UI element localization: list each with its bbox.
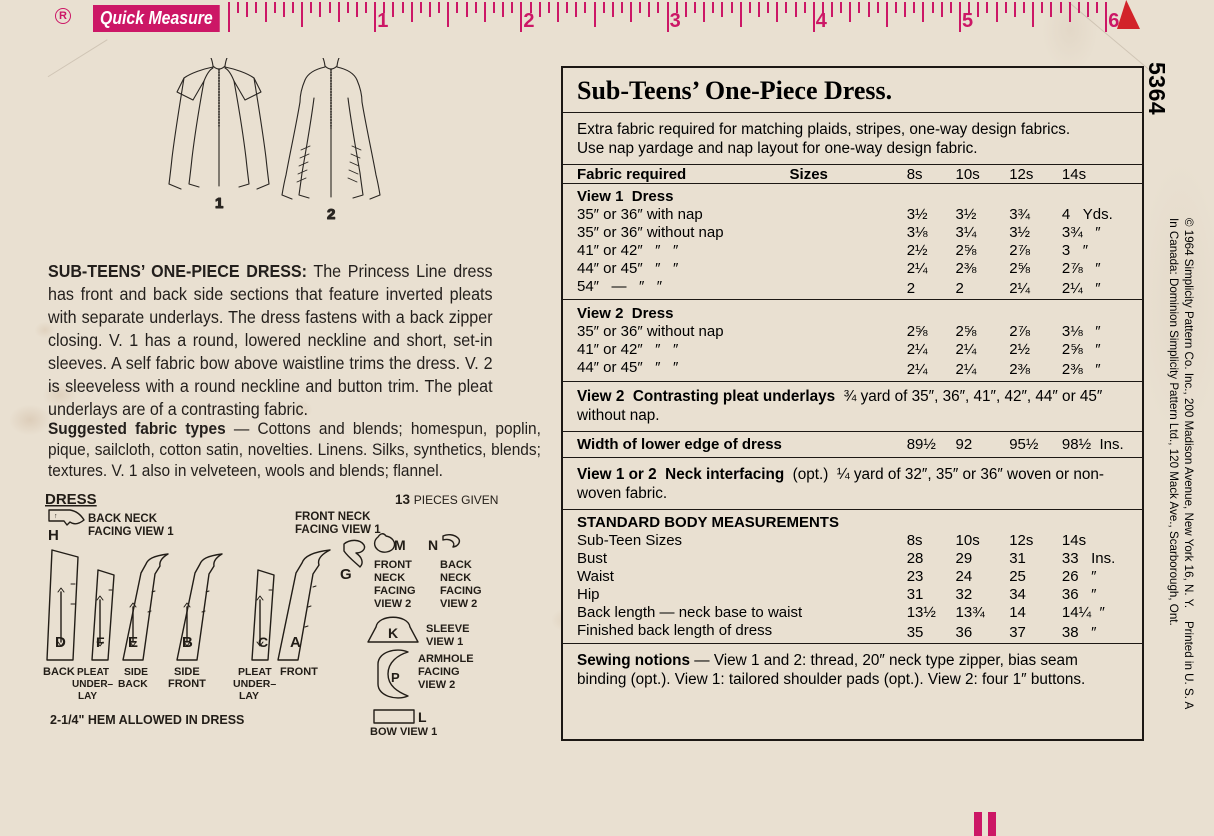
svg-text:SIDE: SIDE — [174, 666, 200, 678]
svg-text:SIDE: SIDE — [124, 667, 148, 678]
svg-text:VIEW 2: VIEW 2 — [418, 679, 455, 691]
svg-text:LAY: LAY — [78, 691, 97, 702]
svg-text:BACK: BACK — [43, 666, 75, 678]
svg-text:VIEW 1: VIEW 1 — [426, 636, 463, 648]
svg-text:FRONT NECK: FRONT NECK — [295, 511, 371, 523]
svg-text:M: M — [394, 537, 406, 553]
svg-text:LAY: LAY — [239, 690, 259, 702]
svg-text:B: B — [182, 634, 193, 651]
svg-text:FACING: FACING — [374, 585, 416, 597]
svg-text:DRESS: DRESS — [45, 492, 97, 508]
svg-text:D: D — [55, 634, 66, 651]
svg-text:SLEEVE: SLEEVE — [426, 623, 469, 635]
svg-text:F: F — [96, 634, 105, 650]
svg-text:ARMHOLE: ARMHOLE — [418, 653, 474, 665]
svg-text:L: L — [418, 709, 427, 725]
svg-text:PLEAT: PLEAT — [77, 667, 109, 678]
svg-text:NECK: NECK — [440, 572, 471, 584]
svg-text:FACING VIEW 1: FACING VIEW 1 — [88, 526, 174, 538]
svg-text:13 PIECES GIVEN: 13 PIECES GIVEN — [395, 492, 498, 507]
svg-text:2: 2 — [327, 206, 335, 223]
svg-text:FRONT: FRONT — [374, 559, 412, 571]
svg-text:N: N — [428, 537, 438, 553]
svg-text:BOW VIEW 1: BOW VIEW 1 — [370, 726, 437, 738]
svg-text:A: A — [290, 634, 301, 651]
svg-text:NECK: NECK — [374, 572, 405, 584]
svg-text:UNDER–: UNDER– — [233, 678, 276, 690]
svg-text:E: E — [128, 634, 138, 651]
svg-text:FACING: FACING — [418, 666, 460, 678]
svg-text:FRONT: FRONT — [280, 666, 318, 678]
svg-text:FACING VIEW 1: FACING VIEW 1 — [295, 524, 381, 536]
svg-text:VIEW 2: VIEW 2 — [374, 598, 411, 610]
svg-text:G: G — [340, 566, 352, 583]
svg-text:P: P — [391, 670, 400, 685]
svg-text:BACK: BACK — [440, 559, 472, 571]
svg-text:BACK: BACK — [118, 679, 148, 690]
svg-text:C: C — [258, 634, 268, 650]
svg-text:2-1/4" HEM ALLOWED IN DRESS: 2-1/4" HEM ALLOWED IN DRESS — [50, 713, 244, 727]
svg-text:↑: ↑ — [54, 513, 58, 520]
svg-text:FACING: FACING — [440, 585, 482, 597]
svg-text:FRONT: FRONT — [168, 678, 206, 690]
svg-text:BACK NECK: BACK NECK — [88, 513, 158, 525]
svg-text:UNDER–: UNDER– — [72, 679, 114, 690]
svg-text:K: K — [388, 625, 398, 641]
svg-text:PLEAT: PLEAT — [238, 666, 272, 678]
svg-text:H: H — [48, 527, 59, 544]
svg-text:VIEW 2: VIEW 2 — [440, 598, 477, 610]
svg-text:1: 1 — [215, 195, 223, 212]
